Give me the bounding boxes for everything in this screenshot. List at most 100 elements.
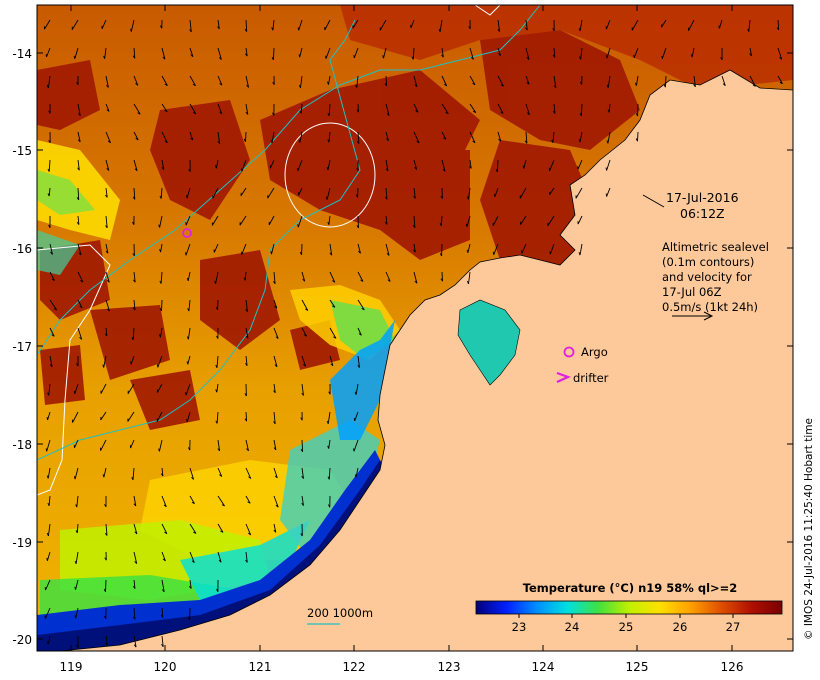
- velocity-arrowhead: [552, 54, 556, 58]
- velocity-arrow: [385, 159, 389, 172]
- velocity-arrowhead: [579, 56, 582, 60]
- velocity-arrowhead: [578, 28, 581, 32]
- velocity-arrow: [273, 523, 277, 533]
- velocity-arrowhead: [498, 53, 501, 56]
- velocity-arrowhead: [73, 476, 76, 480]
- velocity-arrow: [553, 103, 556, 114]
- velocity-arrowhead: [76, 363, 79, 367]
- velocity-arrow: [245, 467, 252, 479]
- velocity-arrow: [525, 103, 530, 115]
- velocity-arrowhead: [47, 392, 50, 396]
- velocity-arrow: [413, 243, 416, 253]
- axis-ticks: [37, 5, 793, 651]
- velocity-arrow: [100, 411, 107, 421]
- velocity-arrow: [441, 103, 449, 114]
- velocity-arrow: [105, 271, 110, 283]
- velocity-arrow: [245, 131, 247, 142]
- velocity-arrow: [133, 607, 136, 620]
- velocity-arrowhead: [187, 617, 191, 621]
- velocity-arrowhead: [749, 53, 752, 57]
- velocity-arrowhead: [104, 557, 107, 561]
- velocity-arrowhead: [302, 278, 306, 282]
- velocity-arrow: [133, 75, 139, 86]
- velocity-arrowhead: [552, 28, 555, 32]
- velocity-arrow: [549, 243, 555, 255]
- velocity-arrowhead: [130, 361, 132, 365]
- velocity-arrow: [355, 383, 359, 395]
- bathymetry-contours: [37, 5, 541, 461]
- velocity-arrowhead: [526, 57, 530, 60]
- legend-tick-label: 27: [726, 620, 741, 634]
- velocity-arrow: [75, 579, 79, 590]
- velocity-arrow: [605, 19, 611, 30]
- velocity-arrowhead: [104, 504, 107, 508]
- velocity-arrow: [469, 75, 476, 85]
- velocity-arrow: [161, 579, 165, 592]
- velocity-arrow: [748, 19, 751, 32]
- velocity-arrowhead: [245, 363, 248, 367]
- velocity-arrow: [161, 131, 168, 143]
- velocity-arrowhead: [159, 307, 162, 312]
- velocity-arrowhead: [46, 641, 49, 645]
- velocity-arrowhead: [46, 84, 49, 89]
- velocity-arrow: [75, 551, 79, 564]
- velocity-arrow: [215, 271, 219, 284]
- velocity-arrow: [186, 187, 191, 199]
- velocity-arrow: [133, 47, 136, 59]
- velocity-arrow: [188, 299, 191, 312]
- velocity-arrowhead: [663, 84, 666, 88]
- velocity-arrow: [413, 131, 420, 144]
- velocity-arrowhead: [158, 448, 160, 452]
- velocity-arrow: [133, 131, 139, 141]
- velocity-arrow: [721, 75, 726, 86]
- velocity-arrow: [161, 467, 164, 477]
- velocity-arrowhead: [386, 252, 390, 256]
- velocity-arrow: [579, 131, 583, 143]
- velocity-arrowhead: [385, 168, 389, 172]
- velocity-arrowhead: [273, 529, 277, 533]
- velocity-arrowhead: [301, 392, 304, 396]
- velocity-arrowhead: [326, 420, 329, 424]
- velocity-arrowhead: [132, 196, 136, 200]
- velocity-arrow: [553, 47, 556, 58]
- velocity-arrow: [159, 215, 163, 228]
- velocity-arrow: [49, 355, 53, 367]
- velocity-arrowhead: [78, 113, 81, 116]
- altimetry-annotation: Altimetric sealevel (0.1m contours) and …: [662, 240, 769, 321]
- velocity-arrow: [245, 355, 248, 366]
- velocity-arrow: [161, 103, 168, 112]
- velocity-arrowhead: [779, 81, 783, 85]
- velocity-arrowhead: [244, 28, 248, 32]
- legend-ticks: [518, 614, 734, 618]
- argo-legend-marker: [563, 346, 575, 358]
- velocity-arrow: [329, 243, 333, 256]
- velocity-arrow: [185, 215, 191, 226]
- velocity-arrow: [76, 523, 79, 534]
- velocity-arrow: [297, 159, 303, 172]
- velocity-arrowhead: [415, 110, 419, 113]
- velocity-arrow: [441, 271, 443, 282]
- velocity-arrow: [245, 551, 248, 563]
- velocity-arrow: [217, 47, 222, 60]
- velocity-arrowhead: [386, 138, 389, 142]
- velocity-arrowhead: [355, 194, 359, 198]
- y-axis-labels: -14 -15 -16 -17 -18 -19 -20: [12, 47, 32, 647]
- velocity-arrowhead: [605, 55, 608, 59]
- velocity-arrow: [664, 75, 667, 88]
- velocity-arrow: [352, 19, 359, 29]
- x-tick-label: 124: [532, 660, 555, 674]
- velocity-arrow: [77, 103, 81, 116]
- velocity-arrowhead: [160, 614, 164, 618]
- velocity-arrowhead: [244, 393, 247, 397]
- velocity-arrow: [300, 103, 303, 114]
- velocity-arrowhead: [579, 81, 583, 85]
- velocity-arrowhead: [76, 644, 79, 649]
- velocity-arrow: [520, 215, 527, 225]
- velocity-arrowhead: [131, 476, 134, 481]
- velocity-arrowhead: [358, 250, 361, 254]
- velocity-arrow: [217, 131, 221, 144]
- velocity-arrowhead: [106, 84, 109, 88]
- velocity-arrow: [299, 47, 303, 58]
- velocity-arrow: [217, 75, 223, 86]
- velocity-arrowhead: [74, 586, 77, 590]
